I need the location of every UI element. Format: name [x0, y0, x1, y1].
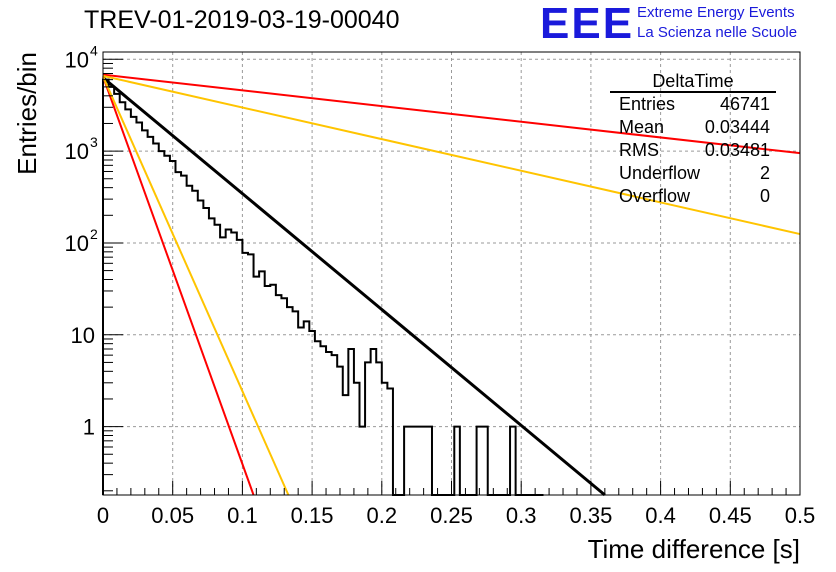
stats-value: 0.03481 [705, 140, 770, 160]
grid [103, 52, 800, 495]
x-tick-label: 0.3 [506, 503, 537, 528]
reference-curve [102, 73, 801, 155]
y-tick-label: 10 [65, 47, 89, 72]
stats-label: Entries [619, 94, 675, 114]
reference-curve [102, 76, 290, 496]
histogram [102, 78, 544, 496]
x-tick-label: 0.25 [430, 503, 473, 528]
histogram-outline [102, 78, 544, 496]
stats-label: RMS [619, 140, 659, 160]
stats-label: Overflow [619, 186, 691, 206]
reference-curve [102, 76, 255, 496]
y-tick-label: 10 [65, 139, 89, 164]
x-tick-label: 0.15 [291, 503, 334, 528]
stats-value: 0.03444 [705, 117, 770, 137]
y-axis-label: Entries/bin [12, 52, 42, 175]
chart-title: TREV-01-2019-03-19-00040 [84, 6, 400, 34]
eee-logo: EEE [540, 0, 635, 48]
x-tick-label: 0.2 [367, 503, 398, 528]
stats-value: 46741 [720, 94, 770, 114]
y-tick-exponent: 2 [90, 226, 98, 242]
stats-title: DeltaTime [652, 71, 733, 91]
stats-box: DeltaTime Entries 46741 Mean 0.03444 RMS 0.03… [610, 71, 776, 206]
y-tick-label: 1 [83, 415, 95, 440]
logo-line-2: La Scienza nelle Scuole [637, 24, 798, 41]
stats-value: 0 [760, 186, 770, 206]
logo-line-1: Extreme Energy Events [637, 4, 795, 21]
y-tick-exponent: 4 [90, 42, 98, 58]
x-tick-label: 0.1 [227, 503, 258, 528]
x-tick-label: 0.05 [151, 503, 194, 528]
stats-value: 2 [760, 163, 770, 183]
stats-label: Underflow [619, 163, 701, 183]
reference-curve [102, 74, 801, 236]
fit-curve [102, 76, 606, 497]
y-tick-exponent: 3 [90, 134, 98, 150]
y-tick-label: 10 [71, 323, 95, 348]
x-axis: 0 0.05 0.1 0.15 0.2 0.25 0.3 0.35 0.4 0.45 0.5 [97, 481, 815, 528]
x-tick-label: 0.45 [709, 503, 752, 528]
x-tick-label: 0.35 [569, 503, 612, 528]
stats-label: Mean [619, 117, 664, 137]
x-axis-label: Time difference [s] [588, 534, 800, 564]
y-tick-label: 10 [65, 231, 89, 256]
x-tick-label: 0.5 [785, 503, 816, 528]
x-tick-label: 0 [97, 503, 109, 528]
x-tick-label: 0.4 [645, 503, 676, 528]
curves [102, 73, 801, 497]
